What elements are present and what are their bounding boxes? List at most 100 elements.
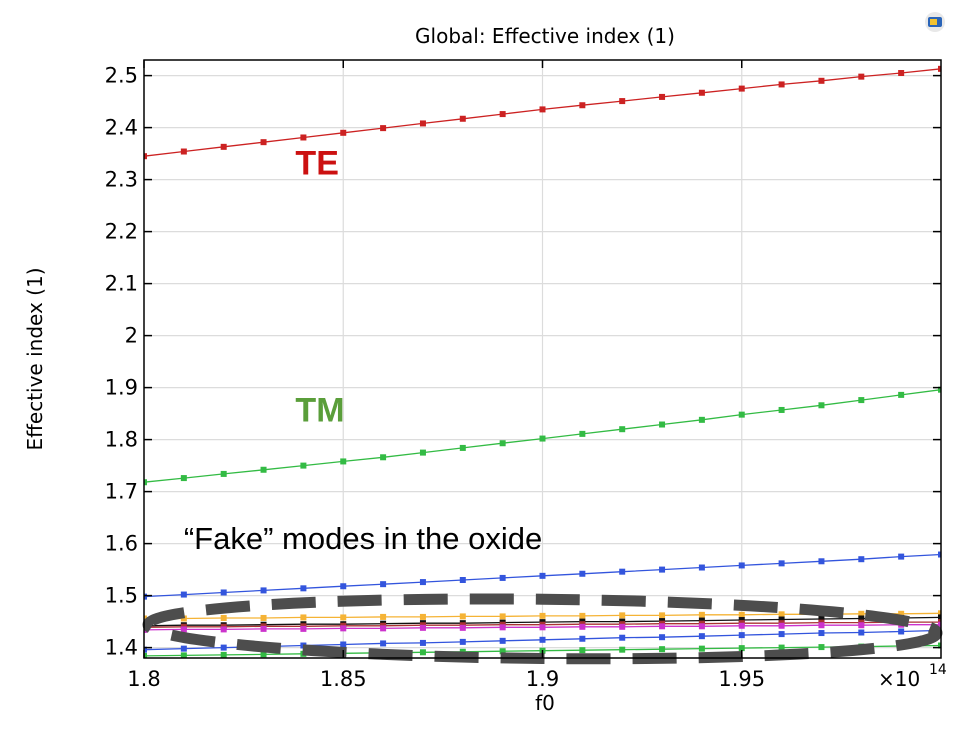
data-point	[539, 636, 546, 643]
y-tick-label: 2.3	[105, 168, 138, 192]
y-tick-label: 1.5	[105, 584, 138, 608]
data-point	[180, 615, 187, 622]
data-point	[419, 639, 426, 646]
data-point	[818, 616, 825, 622]
data-point	[898, 70, 905, 76]
y-tick-label: 1.8	[105, 428, 138, 452]
data-point	[778, 560, 785, 567]
data-point	[938, 642, 941, 649]
data-point	[858, 73, 865, 80]
data-point	[938, 621, 941, 628]
data-point	[659, 566, 666, 573]
data-point	[180, 591, 187, 598]
data-point	[220, 589, 227, 596]
data-point	[698, 89, 705, 96]
data-point	[419, 120, 426, 127]
data-point	[698, 564, 705, 571]
data-point	[738, 645, 745, 652]
data-point	[539, 612, 546, 619]
data-point	[220, 614, 227, 621]
data-point	[340, 641, 347, 648]
data-point	[778, 631, 785, 638]
data-point	[499, 574, 506, 581]
data-point	[499, 440, 506, 447]
data-point	[180, 626, 187, 633]
y-tick-label: 2.4	[105, 116, 138, 140]
annotation-2: “Fake” modes in the oxide	[184, 521, 542, 556]
data-point	[738, 611, 745, 618]
data-point	[144, 479, 147, 486]
x-axis: 1.8 1.85 1.9 1.95	[127, 60, 765, 691]
x-tick-label: 1.9	[526, 667, 559, 691]
data-point	[579, 635, 586, 642]
data-point	[818, 644, 825, 651]
export-icon[interactable]	[925, 12, 945, 32]
data-point	[858, 610, 865, 617]
data-point	[260, 625, 267, 632]
data-point	[738, 85, 745, 92]
data-point	[579, 647, 586, 654]
data-point	[180, 148, 187, 155]
annotation-0: TE	[295, 144, 338, 182]
data-point	[260, 466, 267, 473]
data-point	[144, 153, 147, 160]
data-point	[419, 613, 426, 620]
data-point	[260, 587, 267, 594]
data-point	[738, 632, 745, 639]
data-point	[698, 416, 705, 423]
series-0	[144, 65, 941, 160]
data-point	[898, 553, 905, 560]
data-point	[738, 562, 745, 569]
data-point	[419, 449, 426, 456]
data-point	[300, 462, 307, 469]
data-point	[300, 625, 307, 632]
data-point	[459, 613, 466, 620]
data-point	[260, 614, 267, 621]
x-axis-label: f0	[535, 691, 555, 715]
data-point	[619, 634, 626, 641]
data-point	[260, 651, 267, 658]
data-point	[938, 65, 941, 72]
x-tick-label: 1.8	[127, 667, 160, 691]
data-point	[380, 581, 387, 588]
x-tick-label: 1.95	[718, 667, 765, 691]
data-point	[459, 638, 466, 645]
data-point	[738, 411, 745, 418]
data-point	[619, 568, 626, 575]
data-point	[659, 634, 666, 641]
data-point	[300, 585, 307, 592]
data-point	[380, 454, 387, 461]
data-point	[579, 570, 586, 577]
data-point	[898, 628, 905, 635]
data-point	[778, 406, 785, 413]
data-point	[180, 645, 187, 652]
data-point	[738, 622, 745, 629]
data-point	[778, 81, 785, 88]
data-point	[539, 435, 546, 442]
data-point	[539, 624, 546, 631]
data-point	[499, 648, 506, 655]
data-point	[778, 622, 785, 629]
data-point	[419, 579, 426, 586]
data-point	[619, 98, 626, 105]
data-point	[659, 612, 666, 619]
x-multiplier-exponent: 14	[929, 662, 947, 678]
data-point	[818, 630, 825, 637]
data-point	[180, 475, 187, 482]
data-point	[698, 633, 705, 640]
data-point	[340, 625, 347, 632]
data-point	[698, 617, 705, 624]
data-point	[220, 143, 227, 150]
data-point	[698, 645, 705, 652]
data-point	[419, 649, 426, 656]
data-point	[579, 430, 586, 437]
data-point	[340, 583, 347, 590]
data-point	[380, 613, 387, 620]
data-point	[459, 624, 466, 631]
series-2	[144, 551, 941, 600]
annotations: TE TM “Fake” modes in the oxide	[184, 144, 542, 555]
data-point	[459, 577, 466, 583]
data-point	[300, 614, 307, 621]
data-point	[144, 652, 147, 658]
